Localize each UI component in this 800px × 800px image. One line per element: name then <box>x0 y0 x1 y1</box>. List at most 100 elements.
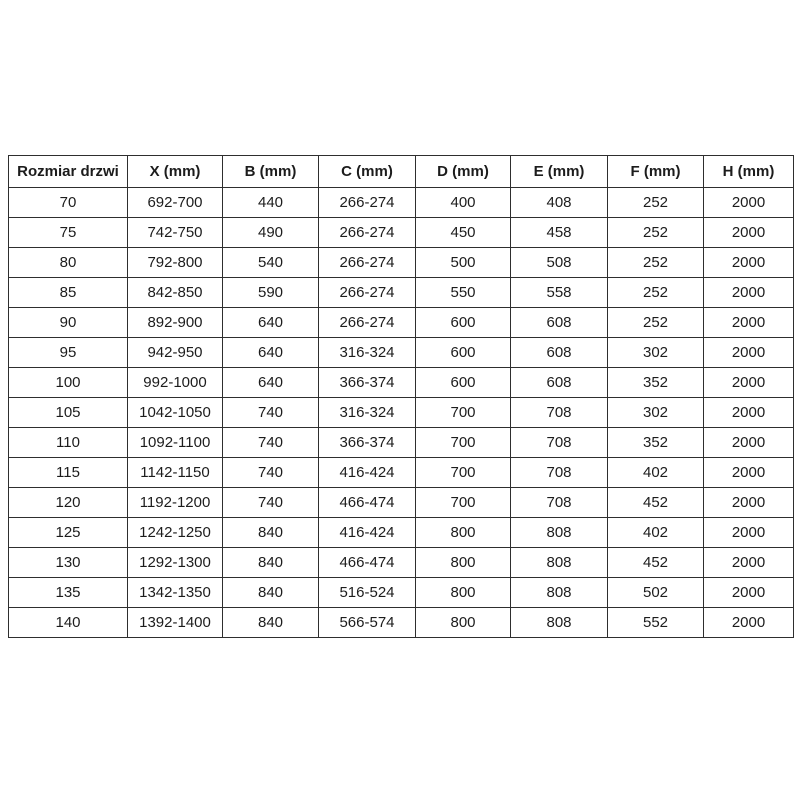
table-cell: 516-524 <box>318 577 416 608</box>
table-cell: 2000 <box>703 397 794 428</box>
column-header: B (mm) <box>222 155 319 188</box>
table-header-row: Rozmiar drzwi X (mm) B (mm) C (mm) D (mm) E (… <box>8 155 794 188</box>
column-header: Rozmiar drzwi <box>8 155 128 188</box>
table-cell: 2000 <box>703 487 794 518</box>
table-cell: 552 <box>607 607 704 638</box>
table-cell: 302 <box>607 337 704 368</box>
table-row: 125 1242-1250 840 416-424 800 808 402 2000 <box>8 517 794 548</box>
table-cell: 840 <box>222 607 319 638</box>
table-cell: 540 <box>222 247 319 278</box>
table-cell: 70 <box>8 187 128 218</box>
table-cell: 266-274 <box>318 307 416 338</box>
table-row: 95 942-950 640 316-324 600 608 302 2000 <box>8 337 794 368</box>
table-cell: 640 <box>222 337 319 368</box>
table-cell: 800 <box>415 607 511 638</box>
table-cell: 708 <box>510 487 608 518</box>
table-cell: 125 <box>8 517 128 548</box>
table-cell: 366-374 <box>318 367 416 398</box>
table-cell: 2000 <box>703 277 794 308</box>
table-cell: 800 <box>415 577 511 608</box>
table-cell: 105 <box>8 397 128 428</box>
table-cell: 600 <box>415 337 511 368</box>
table-cell: 110 <box>8 427 128 458</box>
table-cell: 2000 <box>703 517 794 548</box>
table-cell: 608 <box>510 307 608 338</box>
table-cell: 2000 <box>703 607 794 638</box>
table-cell: 842-850 <box>127 277 223 308</box>
table-cell: 452 <box>607 487 704 518</box>
table-cell: 566-574 <box>318 607 416 638</box>
table-cell: 252 <box>607 247 704 278</box>
table-cell: 808 <box>510 517 608 548</box>
table-cell: 808 <box>510 607 608 638</box>
table-cell: 2000 <box>703 577 794 608</box>
table-cell: 316-324 <box>318 337 416 368</box>
table-cell: 2000 <box>703 307 794 338</box>
table-cell: 266-274 <box>318 217 416 248</box>
table-cell: 352 <box>607 427 704 458</box>
table-cell: 2000 <box>703 427 794 458</box>
table-cell: 792-800 <box>127 247 223 278</box>
table-cell: 266-274 <box>318 247 416 278</box>
table-cell: 1342-1350 <box>127 577 223 608</box>
table-cell: 100 <box>8 367 128 398</box>
table-cell: 692-700 <box>127 187 223 218</box>
table-cell: 252 <box>607 187 704 218</box>
table-row: 75 742-750 490 266-274 450 458 252 2000 <box>8 217 794 248</box>
table-row: 110 1092-1100 740 366-374 700 708 352 2000 <box>8 427 794 458</box>
column-header: E (mm) <box>510 155 608 188</box>
table-cell: 90 <box>8 307 128 338</box>
table-cell: 640 <box>222 307 319 338</box>
table-row: 70 692-700 440 266-274 400 408 252 2000 <box>8 187 794 218</box>
table-cell: 942-950 <box>127 337 223 368</box>
table-cell: 85 <box>8 277 128 308</box>
table-row: 105 1042-1050 740 316-324 700 708 302 2000 <box>8 397 794 428</box>
table-cell: 740 <box>222 397 319 428</box>
table-cell: 75 <box>8 217 128 248</box>
table-cell: 2000 <box>703 337 794 368</box>
table-cell: 316-324 <box>318 397 416 428</box>
table-cell: 252 <box>607 307 704 338</box>
column-header: H (mm) <box>703 155 794 188</box>
table-cell: 2000 <box>703 457 794 488</box>
table-cell: 740 <box>222 427 319 458</box>
table-cell: 130 <box>8 547 128 578</box>
table-body: 70 692-700 440 266-274 400 408 252 2000 75 742-75… <box>8 187 794 638</box>
table-cell: 808 <box>510 577 608 608</box>
table-cell: 252 <box>607 277 704 308</box>
table-cell: 608 <box>510 337 608 368</box>
table-cell: 708 <box>510 397 608 428</box>
table-cell: 508 <box>510 247 608 278</box>
table-cell: 302 <box>607 397 704 428</box>
table-cell: 558 <box>510 277 608 308</box>
table-cell: 2000 <box>703 187 794 218</box>
table-cell: 740 <box>222 457 319 488</box>
table-cell: 252 <box>607 217 704 248</box>
table-cell: 800 <box>415 547 511 578</box>
table-cell: 115 <box>8 457 128 488</box>
table-cell: 266-274 <box>318 187 416 218</box>
table-cell: 840 <box>222 547 319 578</box>
table-cell: 402 <box>607 457 704 488</box>
table-cell: 742-750 <box>127 217 223 248</box>
table-row: 130 1292-1300 840 466-474 800 808 452 2000 <box>8 547 794 578</box>
table-cell: 408 <box>510 187 608 218</box>
table-row: 100 992-1000 640 366-374 600 608 352 2000 <box>8 367 794 398</box>
table-cell: 1142-1150 <box>127 457 223 488</box>
table-row: 90 892-900 640 266-274 600 608 252 2000 <box>8 307 794 338</box>
table-cell: 95 <box>8 337 128 368</box>
table-cell: 550 <box>415 277 511 308</box>
table-row: 120 1192-1200 740 466-474 700 708 452 2000 <box>8 487 794 518</box>
table-cell: 466-474 <box>318 487 416 518</box>
table-cell: 840 <box>222 577 319 608</box>
table-cell: 352 <box>607 367 704 398</box>
table-cell: 700 <box>415 427 511 458</box>
table-cell: 740 <box>222 487 319 518</box>
table-cell: 708 <box>510 427 608 458</box>
table-cell: 700 <box>415 397 511 428</box>
table-cell: 1292-1300 <box>127 547 223 578</box>
table-cell: 120 <box>8 487 128 518</box>
table-cell: 416-424 <box>318 517 416 548</box>
table-cell: 708 <box>510 457 608 488</box>
table-cell: 1092-1100 <box>127 427 223 458</box>
